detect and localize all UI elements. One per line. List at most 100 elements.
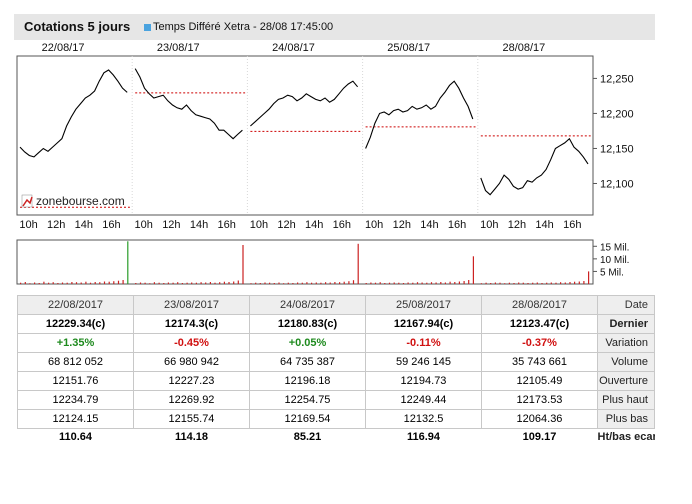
volume-bar	[384, 283, 386, 284]
day-label: 23/08/17	[157, 42, 200, 54]
table-cell: 12254.75	[249, 390, 366, 410]
volume-bar	[94, 282, 96, 284]
price-chart: 12,100 12,150 12,200 12,250 22/08/17 23/08/1…	[16, 42, 634, 285]
row-label: Volume	[597, 352, 655, 372]
y-tick-label: 12,200	[600, 108, 634, 120]
volume-bar	[255, 282, 257, 284]
volume-bar	[71, 282, 73, 284]
table-cell: +0.05%	[249, 333, 366, 353]
volume-bar	[301, 282, 303, 284]
table-cell: 12229.34(c)	[17, 314, 134, 334]
volume-bar	[127, 241, 129, 284]
volume-bar	[181, 283, 183, 284]
volume-bar	[287, 282, 289, 284]
row-label: Ht/bas ecart	[597, 428, 655, 445]
volume-bar	[205, 282, 207, 284]
table-row: 68 812 052 66 980 942 64 735 387 59 246 145…	[17, 352, 655, 372]
table-cell: 12227.23	[133, 371, 250, 391]
volume-bar	[315, 282, 317, 284]
hour-label: 14h	[420, 219, 438, 231]
hour-label: 16h	[448, 219, 466, 231]
volume-bar	[555, 282, 557, 284]
volume-tick-label: 10 Mil.	[600, 255, 629, 266]
volume-bar	[357, 243, 359, 284]
volume-bar	[191, 282, 193, 284]
table-cell: 114.18	[174, 431, 209, 443]
volume-bar	[228, 282, 230, 284]
table-cell: 12132.5	[365, 409, 482, 429]
hour-label: 14h	[190, 219, 208, 231]
volume-bar	[61, 282, 64, 284]
hour-label: 14h	[535, 219, 553, 231]
volume-bar	[541, 283, 543, 284]
volume-bar	[172, 282, 174, 284]
volume-bar	[108, 281, 110, 284]
hour-label: 16h	[217, 219, 235, 231]
volume-bar	[508, 282, 510, 284]
table-cell: 12105.49	[481, 371, 598, 391]
day-label: 22/08/17	[42, 42, 85, 54]
table-cell: 12234.79	[17, 390, 134, 410]
volume-bar	[273, 283, 275, 284]
volume-bar	[564, 282, 566, 284]
hour-label: 16h	[102, 219, 120, 231]
volume-bar	[80, 282, 82, 284]
hour-label: 12h	[508, 219, 526, 231]
row-label: Dernier	[597, 314, 655, 334]
hour-label: 12h	[393, 219, 411, 231]
y-tick-label: 12,150	[600, 143, 634, 155]
table-cell: 12269.92	[133, 390, 250, 410]
volume-bar	[444, 282, 446, 284]
volume-bar	[574, 281, 576, 284]
volume-bar	[75, 282, 78, 284]
hour-label: 12h	[277, 219, 295, 231]
row-label: Plus haut	[597, 390, 655, 410]
chart-header: Cotations 5 jours Temps Différé Xetra - …	[14, 14, 655, 40]
volume-bar	[583, 281, 585, 284]
quote-source-text: Temps Différé Xetra - 28/08 17:45:00	[153, 21, 334, 33]
volume-bar	[57, 283, 59, 284]
volume-bar	[144, 282, 146, 284]
price-series-line	[19, 69, 128, 158]
volume-bar	[329, 282, 331, 284]
table-cell: 12174.3(c)	[133, 314, 250, 334]
volume-bar	[85, 281, 87, 284]
date-cell: 24/08/2017	[249, 295, 366, 315]
volume-bar	[158, 282, 160, 284]
table-cell: 12196.18	[249, 371, 366, 391]
quote-source: Temps Différé Xetra - 28/08 17:45:00	[144, 21, 333, 33]
table-cell: 66 980 942	[133, 352, 250, 372]
volume-plot-frame	[16, 239, 594, 285]
y-tick-label: 12,250	[600, 73, 634, 85]
volume-bar	[522, 282, 524, 284]
table-cell: 116.94	[406, 431, 441, 443]
volume-bar	[468, 280, 470, 284]
volume-bar	[177, 282, 179, 284]
hour-label: 10h	[19, 219, 37, 231]
volume-bar	[292, 283, 294, 284]
volume-bar	[388, 282, 391, 284]
table-row: 12124.15 12155.74 12169.54 12132.5 12064.36 P…	[17, 409, 655, 429]
hour-label: 10h	[480, 219, 498, 231]
table-cell: -0.37%	[481, 333, 598, 353]
volume-bar	[103, 281, 106, 284]
volume-bar	[29, 283, 31, 284]
volume-bar	[325, 282, 327, 284]
volume-bar	[167, 282, 169, 284]
volume-bar	[43, 281, 45, 284]
logo-text: zonebourse.com	[36, 194, 125, 208]
chart-title: Cotations 5 jours	[24, 19, 131, 34]
volume-bar	[149, 283, 151, 284]
volume-bar	[48, 282, 50, 284]
table-row: +1.35% -0.45% +0.05% -0.11% -0.37% Variation	[17, 333, 655, 353]
hour-label: 14h	[75, 219, 93, 231]
volume-bar	[485, 282, 487, 284]
volume-bar	[472, 256, 474, 284]
table-cell: 12123.47(c)	[481, 314, 598, 334]
volume-bar	[20, 282, 22, 284]
volume-bar	[66, 282, 68, 284]
table-cell: 12167.94(c)	[365, 314, 482, 334]
table-cell: 68 812 052	[17, 352, 134, 372]
volume-bar	[122, 280, 124, 284]
volume-bar	[416, 282, 419, 284]
